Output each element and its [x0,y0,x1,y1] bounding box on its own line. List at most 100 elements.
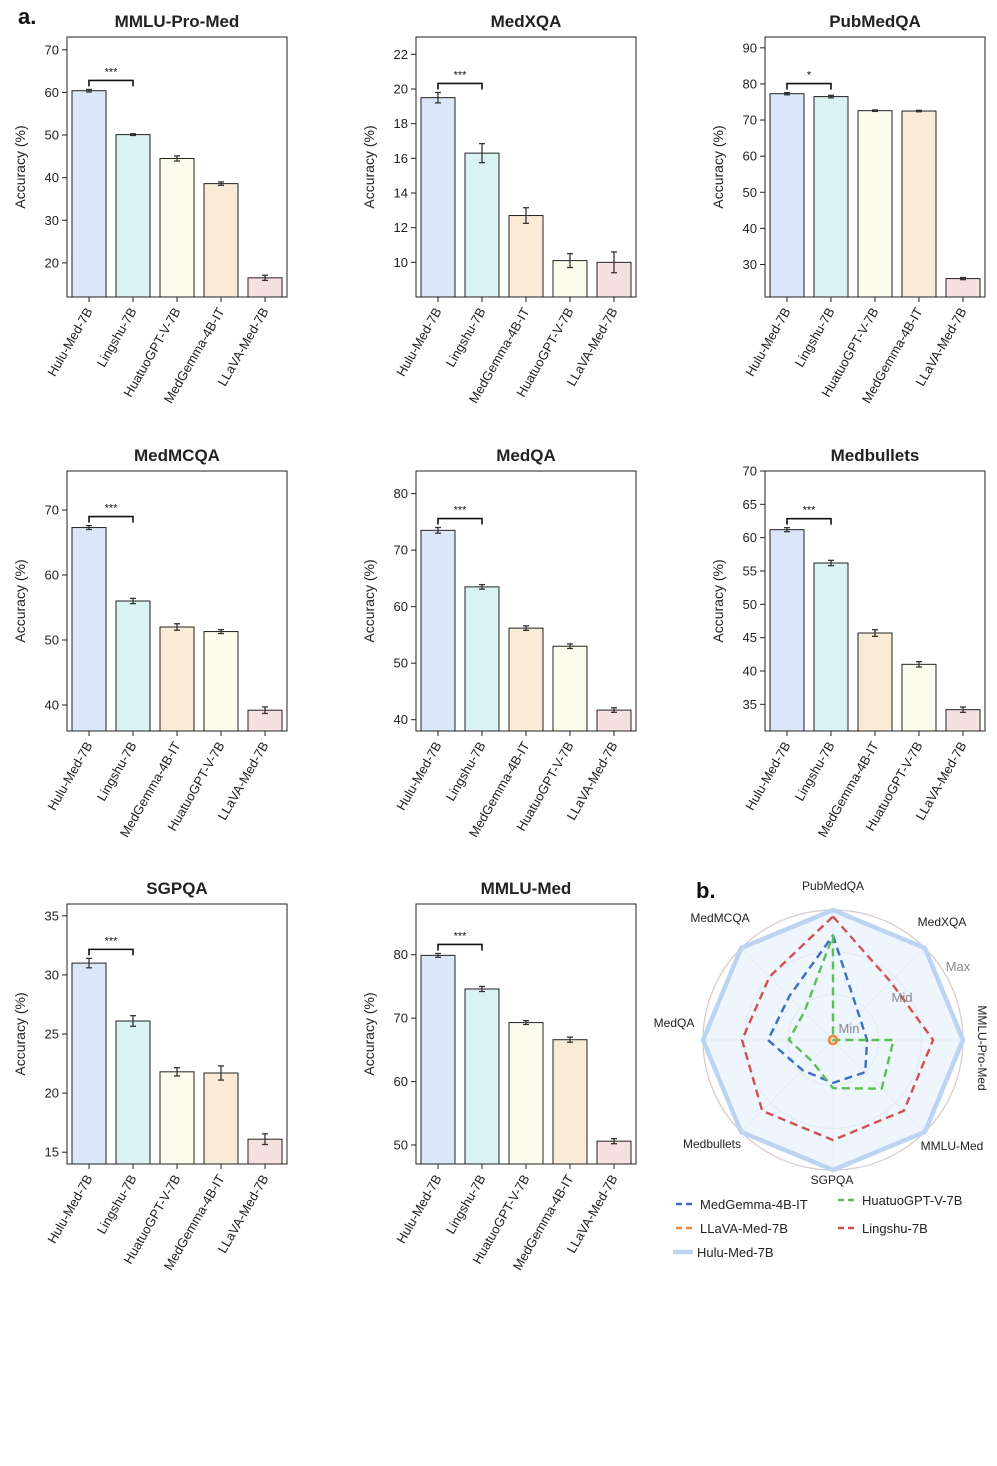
panel-label-a: a. [18,4,36,29]
radar-series-huatuogpt-v-7b [787,934,895,1090]
significance-bracket [88,515,134,523]
bar-lingshu-7b [115,600,151,732]
y-axis-label: Accuracy (%) [12,125,28,208]
bar-medgemma-4b-it [508,215,544,298]
x-tick-label-hulu-med-7b: Hulu-Med-7B [44,739,95,813]
y-tick-label: 40 [45,698,59,713]
x-tick-label-hulu-med-7b: Hulu-Med-7B [742,305,793,379]
legend-label-lingshu-7b: Lingshu-7B [862,1221,928,1236]
bar-llava-med-7b [945,278,981,298]
radar-axis-label-sgpqa: SGPQA [811,1173,854,1187]
x-tick-label-lingshu-7b: Lingshu-7B [792,739,838,803]
bar-medgemma-4b-it [159,626,195,732]
bar-huatuogpt-v-7b [159,1071,195,1165]
bar-medgemma-4b-it [901,110,937,298]
chart-title-pubmedqa: PubMedQA [829,12,921,31]
bar-huatuogpt-v-7b [552,645,588,732]
y-tick-label: 70 [743,464,757,479]
legend-label-hulu-med-7b: Hulu-Med-7B [697,1245,774,1260]
bar-lingshu-7b [813,96,849,298]
radar-axis-label-pubmedqa: PubMedQA [802,879,864,893]
y-tick-label: 50 [394,656,408,671]
y-tick-label: 60 [45,85,59,100]
chart-title-medqa: MedQA [496,446,556,465]
x-tick-label-lingshu-7b: Lingshu-7B [443,1172,489,1236]
bar-lingshu-7b [464,152,500,298]
y-tick-label: 45 [743,630,757,645]
bar-llava-med-7b [596,1140,632,1165]
y-axis-label: Accuracy (%) [361,992,377,1075]
y-tick-label: 60 [394,1074,408,1089]
y-tick-label: 35 [45,908,59,923]
bar-medgemma-4b-it [203,183,239,298]
y-tick-label: 16 [394,151,408,166]
y-tick-label: 60 [743,530,757,545]
bar-huatuogpt-v-7b [508,1022,544,1165]
bar-huatuogpt-v-7b [857,110,893,298]
bar-lingshu-7b [115,1020,151,1165]
legend-label-huatuogpt-v-7b: HuatuoGPT-V-7B [862,1193,962,1208]
y-tick-label: 20 [45,255,59,270]
y-tick-label: 25 [45,1027,59,1042]
x-tick-label-lingshu-7b: Lingshu-7B [94,739,140,803]
y-tick-label: 22 [394,47,408,62]
y-axis-label: Accuracy (%) [710,125,726,208]
chart-medqa: MedQA Accuracy (%) 40 50 60 70 80 Hulu-Med-7BLi… [361,446,637,840]
y-tick-label: 40 [45,170,59,185]
bar-lingshu-7b [813,562,849,732]
plot-frame [415,36,637,298]
y-tick-label: 10 [394,255,408,270]
y-tick-label: 30 [45,213,59,228]
y-axis-label: Accuracy (%) [12,992,28,1075]
panel-label-b: b. [696,878,716,903]
chart-medmcqa: MedMCQA Accuracy (%) 40 50 60 70 Hulu-Med-7BLi… [12,446,288,840]
y-axis-label: Accuracy (%) [12,559,28,642]
significance-bracket [88,79,134,87]
chart-mmlu-pro-med: MMLU-Pro-Med Accuracy (%) 20 30 40 50 60 70 Hulu… [12,12,288,406]
significance-label: *** [454,69,468,81]
bar-medgemma-4b-it [508,627,544,732]
bar-lingshu-7b [464,586,500,732]
y-tick-label: 20 [45,1086,59,1101]
x-tick-label-lingshu-7b: Lingshu-7B [94,305,140,369]
y-tick-label: 70 [45,42,59,57]
y-tick-label: 35 [743,697,757,712]
plot-frame [764,36,986,298]
significance-bracket [786,517,832,525]
bar-hulu-med-7b [420,97,456,298]
y-tick-label: 70 [743,113,757,128]
x-tick-label-lingshu-7b: Lingshu-7B [94,1172,140,1236]
y-tick-label: 40 [394,712,408,727]
radar-ring-label-min: Min [839,1021,860,1036]
chart-medxqa: MedXQA Accuracy (%) 10 12 14 16 18 20 22 Hulu-Med… [361,12,637,406]
significance-bracket [88,948,134,956]
y-tick-label: 30 [743,257,757,272]
bar-hulu-med-7b [769,529,805,732]
y-tick-label: 70 [45,503,59,518]
radar-axis-label-medbullets: Medbullets [683,1137,741,1151]
y-tick-label: 50 [743,597,757,612]
plot-frame [415,470,637,732]
y-axis-label: Accuracy (%) [710,559,726,642]
y-tick-label: 80 [394,947,408,962]
plot-frame [66,36,288,298]
chart-title-mmlu-med: MMLU-Med [481,879,572,898]
radar-legend: MedGemma-4B-IT HuatuoGPT-V-7B LLaVA-Med-7B… [673,1193,962,1260]
bar-lingshu-7b [464,988,500,1165]
plot-frame [764,470,986,732]
y-tick-label: 60 [743,149,757,164]
significance-label: *** [105,503,119,515]
chart-medbullets: Medbullets Accuracy (%) 35 40 45 50 55 60 65 70 Hu… [710,446,986,840]
chart-title-medxqa: MedXQA [491,12,562,31]
bar-hulu-med-7b [420,954,456,1165]
x-tick-label-hulu-med-7b: Hulu-Med-7B [44,1172,95,1246]
legend-label-medgemma-4b-it: MedGemma-4B-IT [700,1197,808,1212]
radar-ring-label-mid: Mid [892,990,913,1005]
y-tick-label: 60 [45,568,59,583]
bar-hulu-med-7b [769,93,805,298]
y-tick-label: 18 [394,116,408,131]
bar-lingshu-7b [115,134,151,298]
bar-medgemma-4b-it [552,1039,588,1165]
significance-bracket [437,517,483,525]
bar-huatuogpt-v-7b [159,157,195,298]
